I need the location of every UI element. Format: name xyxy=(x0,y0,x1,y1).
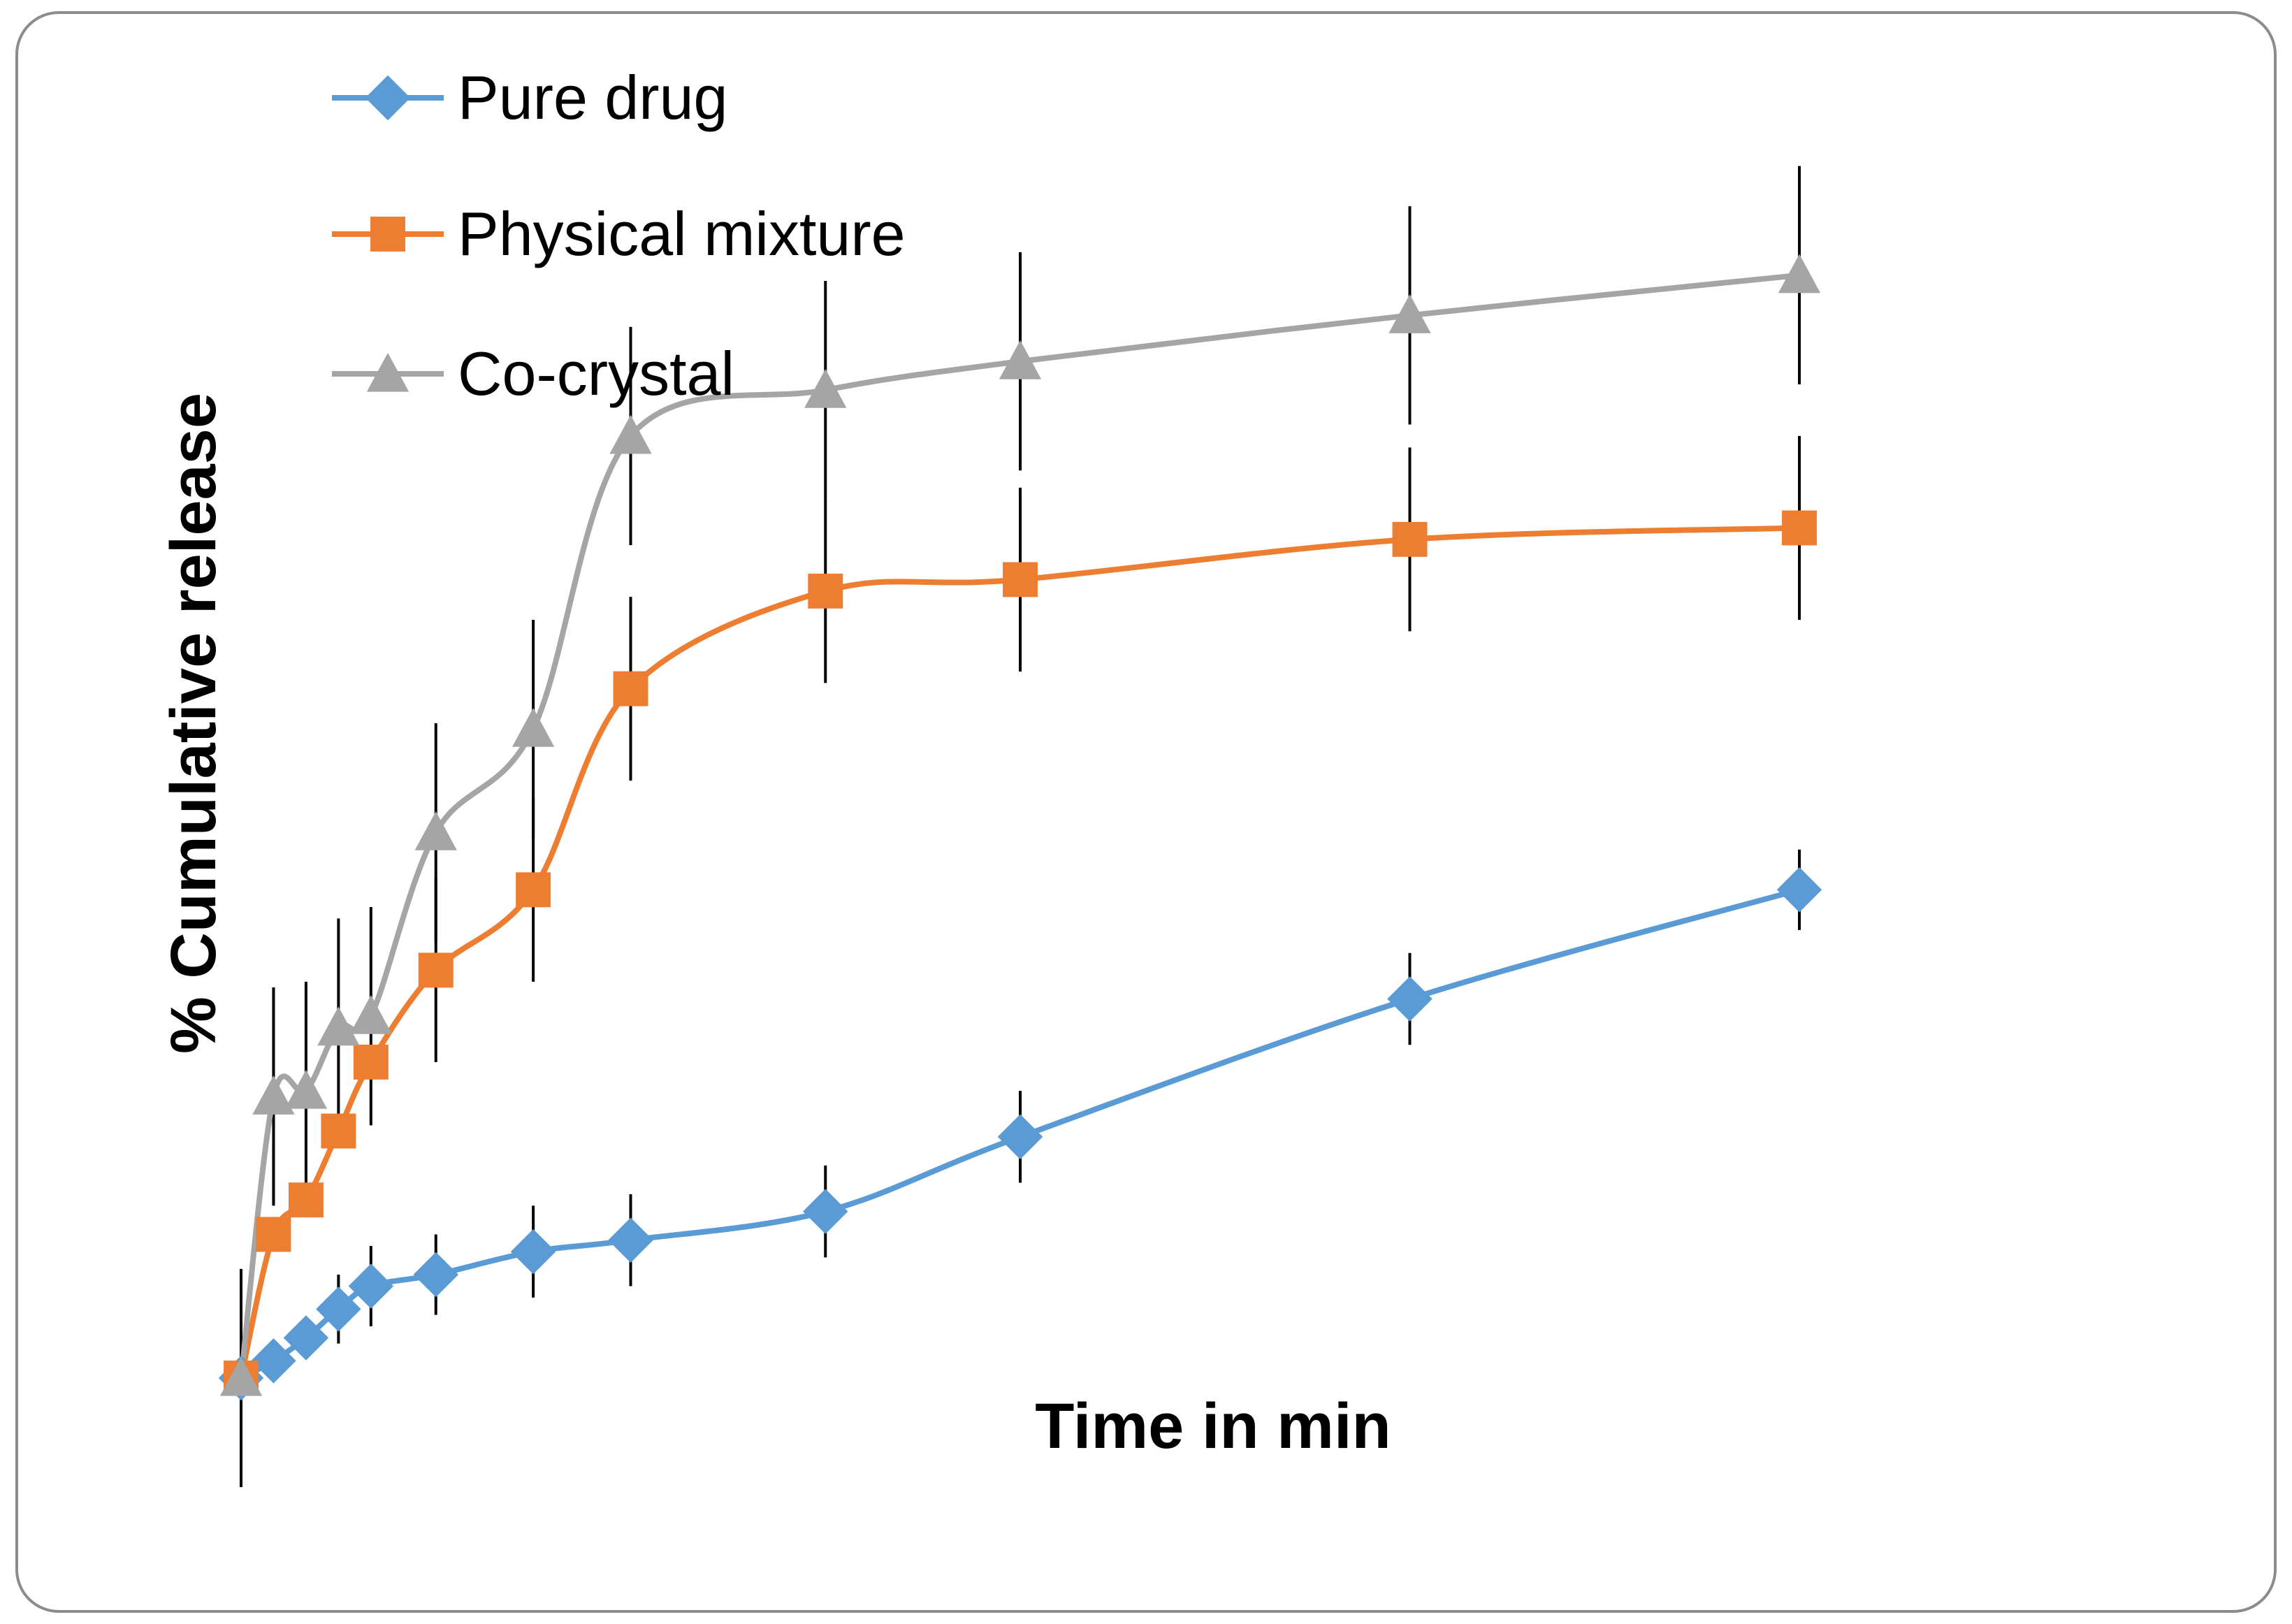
data-point-physical-mixture xyxy=(808,573,843,609)
data-point-physical-mixture xyxy=(1003,562,1038,597)
data-point-pure-drug xyxy=(413,1252,458,1298)
legend-item-physical-mixture: Physical mixture xyxy=(332,199,906,268)
data-point-pure-drug xyxy=(283,1315,329,1361)
data-point-pure-drug xyxy=(1387,976,1432,1022)
data-point-co-crystal xyxy=(414,811,457,850)
legend: Pure drug Physical mixture Co-crystal xyxy=(332,63,906,408)
legend-label: Physical mixture xyxy=(458,199,906,268)
data-point-physical-mixture xyxy=(613,671,648,706)
data-point-physical-mixture xyxy=(256,1217,291,1252)
data-point-pure-drug xyxy=(803,1189,848,1234)
data-point-co-crystal xyxy=(804,369,847,408)
legend-swatch-marker xyxy=(366,352,409,392)
legend-label: Pure drug xyxy=(458,63,727,132)
legend-swatch-marker xyxy=(370,217,405,252)
data-point-co-crystal xyxy=(317,1006,360,1046)
data-point-pure-drug xyxy=(251,1338,296,1384)
legend-item-pure-drug: Pure drug xyxy=(332,63,727,132)
data-point-physical-mixture xyxy=(288,1182,324,1218)
data-point-co-crystal xyxy=(349,994,392,1034)
data-point-co-crystal xyxy=(512,707,555,747)
data-point-pure-drug xyxy=(510,1228,556,1275)
data-point-pure-drug xyxy=(316,1286,361,1332)
data-point-co-crystal xyxy=(284,1069,328,1109)
data-point-co-crystal xyxy=(1388,294,1431,333)
data-point-pure-drug xyxy=(997,1114,1043,1159)
data-point-co-crystal xyxy=(609,414,652,454)
data-point-physical-mixture xyxy=(418,952,454,988)
x-axis-label: Time in min xyxy=(1035,1391,1391,1462)
data-point-physical-mixture xyxy=(1392,521,1428,557)
data-point-pure-drug xyxy=(608,1217,653,1263)
legend-item-co-crystal: Co-crystal xyxy=(332,339,734,408)
legend-label: Co-crystal xyxy=(458,339,734,408)
data-point-pure-drug xyxy=(1776,867,1822,913)
y-axis-label: % Cumulative release xyxy=(158,393,229,1054)
data-point-pure-drug xyxy=(348,1263,394,1309)
series-markers xyxy=(218,254,1822,1401)
data-point-physical-mixture xyxy=(321,1113,356,1149)
data-point-co-crystal xyxy=(999,340,1042,379)
data-point-co-crystal xyxy=(1778,254,1821,293)
data-point-co-crystal xyxy=(219,1356,263,1396)
data-point-physical-mixture xyxy=(516,872,551,908)
legend-swatch-marker xyxy=(365,75,411,121)
data-point-co-crystal xyxy=(252,1075,295,1115)
chart-frame xyxy=(15,11,2277,1613)
data-point-physical-mixture xyxy=(353,1044,389,1080)
data-point-physical-mixture xyxy=(1782,510,1817,546)
